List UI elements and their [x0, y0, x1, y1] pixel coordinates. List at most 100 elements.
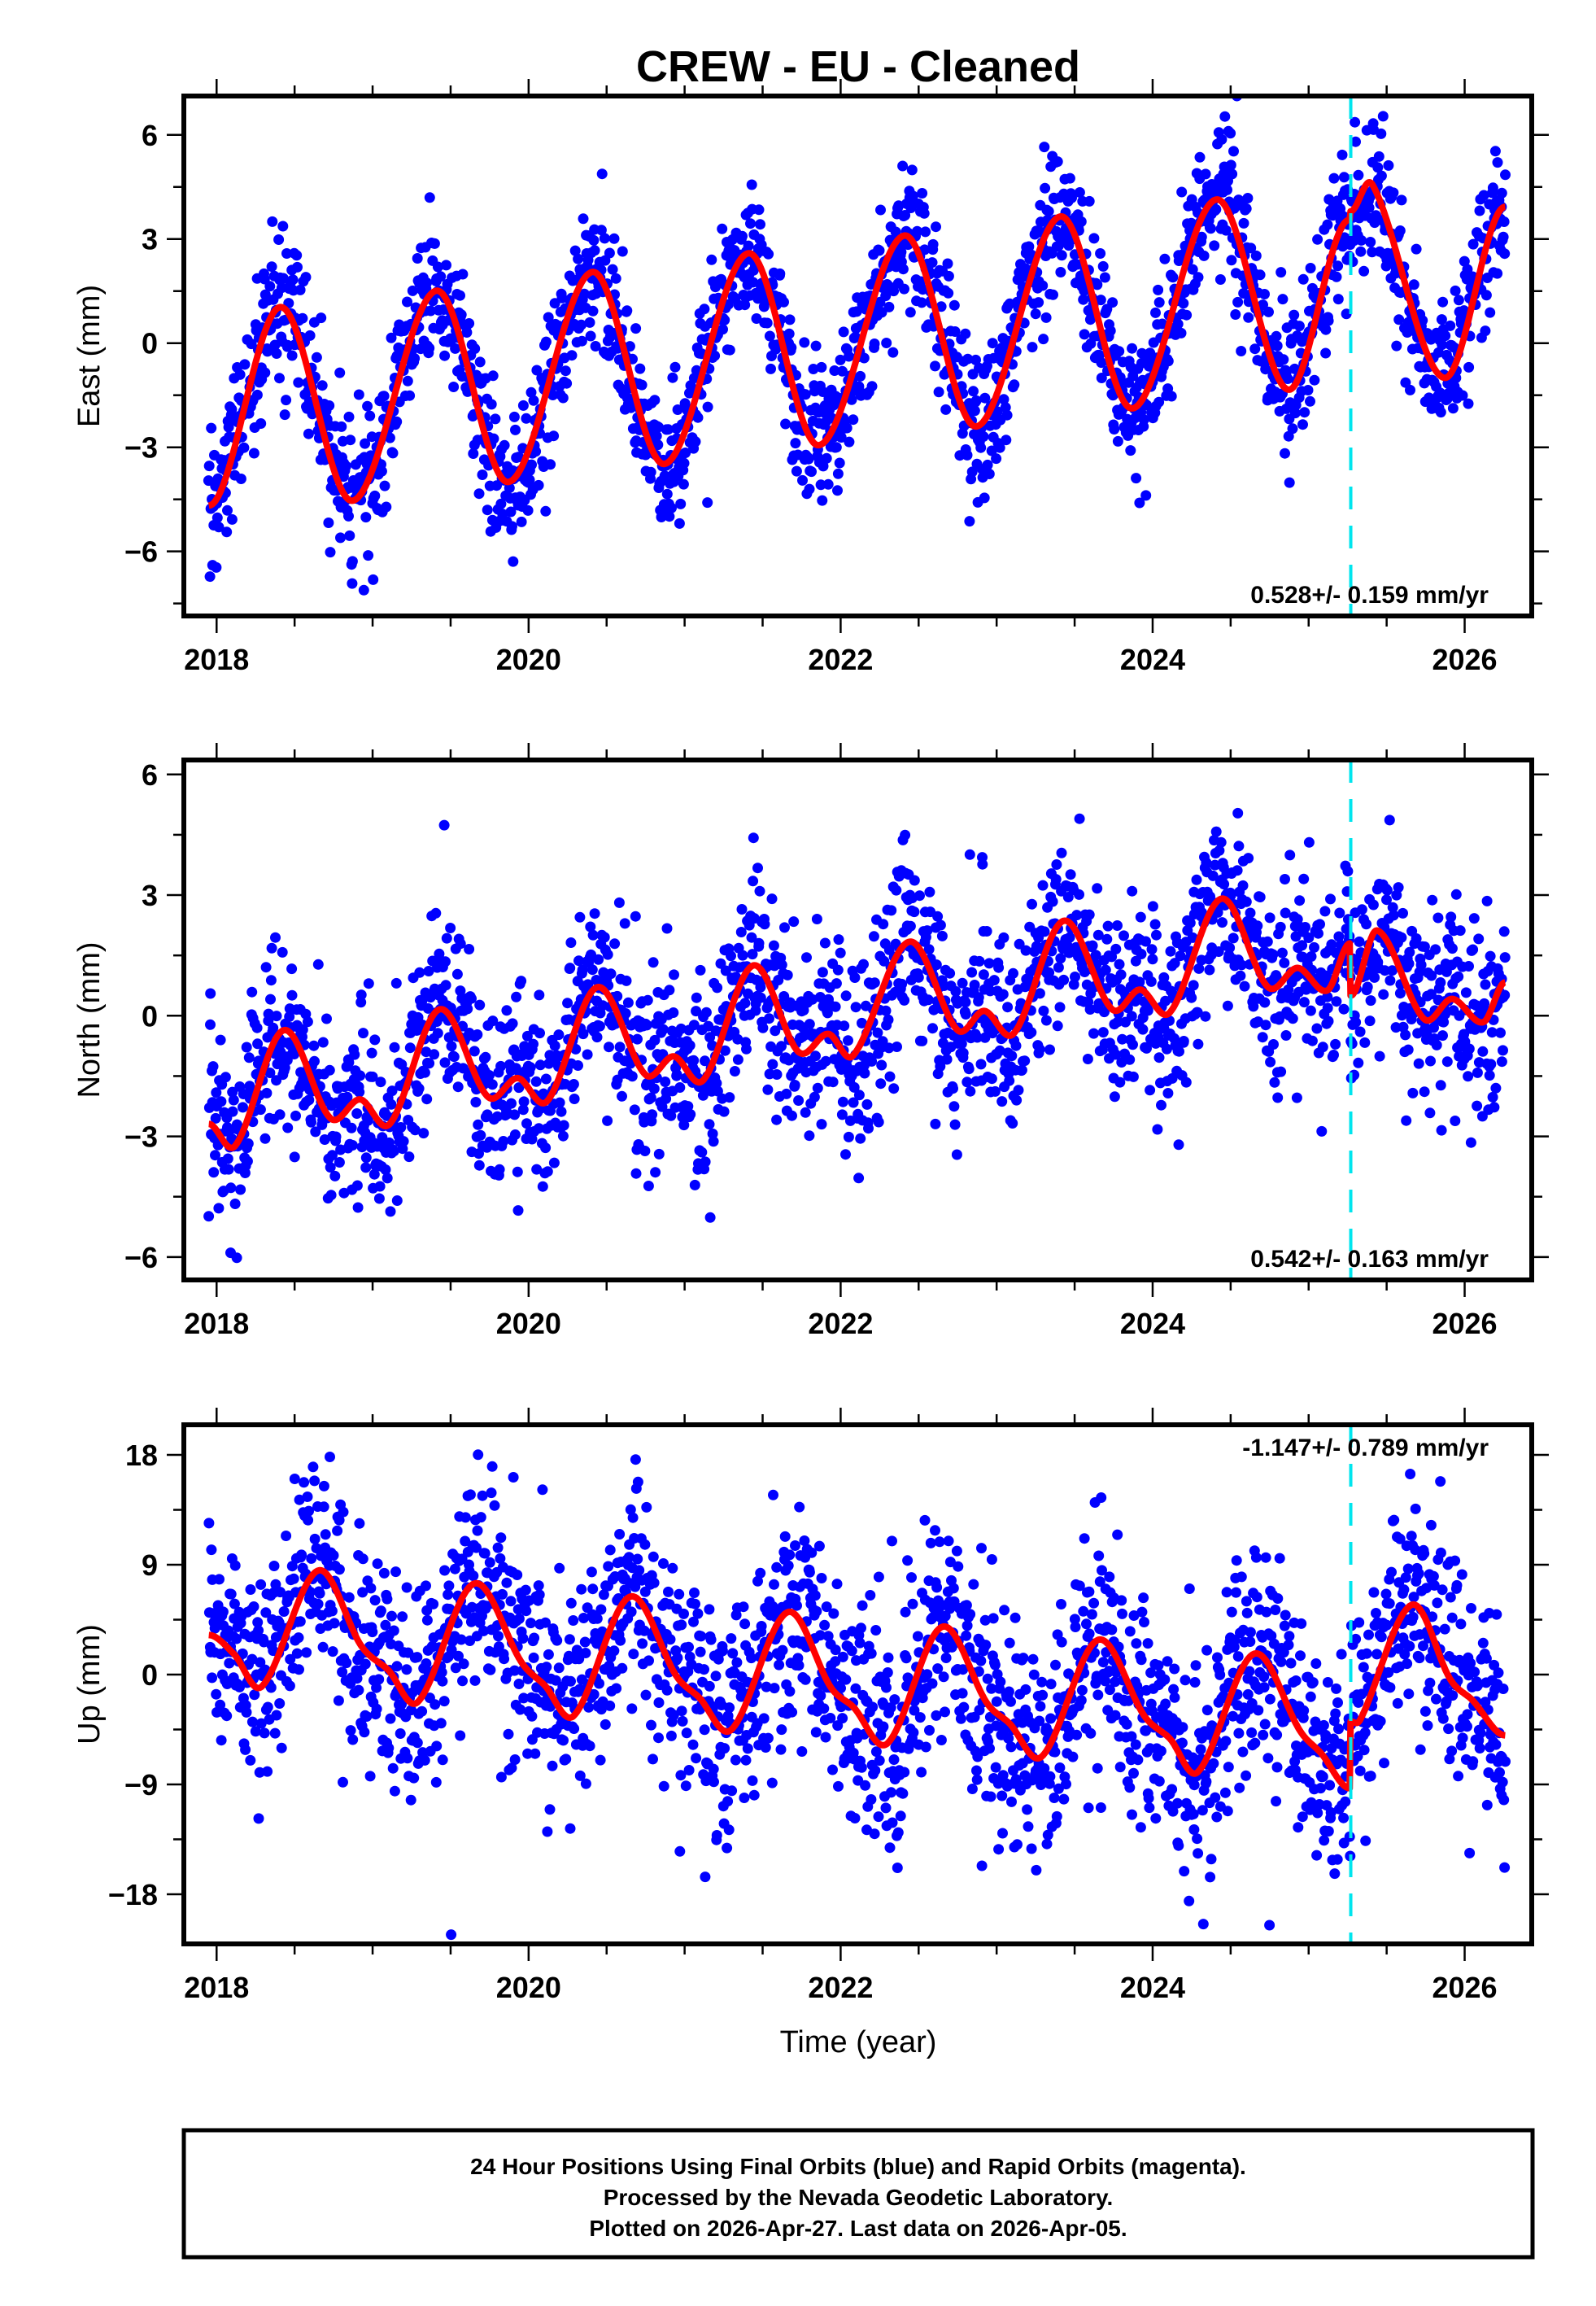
- north-data-point: [629, 1104, 640, 1116]
- east-y-axis-label: East (mm): [72, 285, 107, 427]
- north-data-point: [1367, 899, 1379, 911]
- north-data-point: [310, 1126, 321, 1138]
- north-data-point: [554, 1097, 565, 1108]
- east-data-point: [927, 238, 939, 250]
- north-data-point: [289, 1151, 300, 1163]
- up-data-point: [320, 1529, 331, 1540]
- up-data-point: [221, 1679, 233, 1689]
- east-data-point: [1498, 231, 1509, 242]
- north-data-point: [210, 1150, 220, 1161]
- north-data-point: [1306, 1035, 1318, 1046]
- east-data-point: [1480, 290, 1492, 301]
- east-data-point: [816, 361, 827, 373]
- up-data-point: [530, 1748, 541, 1759]
- east-data-point: [1393, 314, 1405, 325]
- east-data-point: [1463, 361, 1475, 373]
- north-data-point: [909, 906, 920, 918]
- east-data-point: [353, 389, 364, 400]
- east-data-point: [1039, 142, 1050, 153]
- north-data-point: [290, 1110, 301, 1121]
- east-data-point: [979, 392, 991, 404]
- east-x-tick-label: 2020: [496, 643, 561, 676]
- north-data-point: [960, 997, 971, 1008]
- north-data-point: [585, 921, 596, 932]
- north-data-point: [271, 1011, 282, 1022]
- north-data-point: [843, 1131, 854, 1142]
- north-data-point: [517, 1104, 529, 1116]
- east-data-point: [930, 360, 940, 372]
- east-data-point: [424, 343, 435, 354]
- east-data-point: [630, 323, 642, 334]
- east-data-point: [1289, 363, 1301, 374]
- up-data-point: [293, 1632, 304, 1644]
- north-data-point: [1425, 1055, 1436, 1067]
- north-data-point: [1110, 1049, 1122, 1060]
- east-data-point: [1157, 318, 1168, 330]
- east-data-point: [343, 411, 355, 422]
- north-data-point: [1134, 976, 1145, 988]
- up-data-point: [591, 1613, 603, 1624]
- up-data-point: [240, 1744, 251, 1755]
- north-data-point: [382, 1110, 393, 1121]
- east-data-point: [1322, 219, 1333, 230]
- north-data-point: [358, 1028, 368, 1039]
- north-data-point: [1065, 869, 1076, 880]
- east-y-tick-label: −6: [124, 535, 158, 569]
- east-data-point: [1462, 264, 1473, 275]
- north-data-point: [1050, 874, 1062, 885]
- north-data-point: [1062, 892, 1074, 902]
- up-data-point: [246, 1653, 258, 1665]
- north-data-point: [1305, 1005, 1316, 1016]
- east-data-point: [1242, 193, 1254, 203]
- north-data-point: [1087, 940, 1098, 951]
- up-data-point: [479, 1548, 491, 1559]
- north-data-point: [1117, 1033, 1128, 1045]
- east-data-point: [211, 561, 222, 573]
- north-data-point: [1074, 813, 1085, 824]
- east-data-point: [1263, 306, 1274, 317]
- east-data-point: [286, 350, 298, 361]
- east-data-point: [970, 395, 982, 406]
- north-data-point: [966, 967, 978, 978]
- north-data-point: [1222, 1000, 1233, 1011]
- north-data-point: [329, 1170, 341, 1181]
- east-data-point: [1411, 243, 1422, 255]
- east-data-point: [1341, 308, 1352, 320]
- north-data-point: [810, 1050, 821, 1062]
- east-data-point: [1293, 321, 1305, 332]
- up-data-point: [294, 1664, 304, 1675]
- east-data-point: [223, 421, 234, 433]
- east-data-point: [1079, 329, 1090, 340]
- north-rate-label: 0.542+/- 0.163 mm/yr: [1250, 1246, 1489, 1273]
- north-data-point: [737, 950, 748, 961]
- east-data-point: [1436, 314, 1447, 325]
- east-data-point: [709, 350, 721, 361]
- up-data-point: [443, 1580, 455, 1592]
- north-data-point: [375, 1077, 386, 1088]
- up-data-point: [401, 1664, 412, 1675]
- up-data-point: [584, 1740, 595, 1752]
- north-data-point: [355, 1070, 366, 1081]
- north-data-point: [776, 1041, 787, 1052]
- up-data-point: [380, 1619, 391, 1631]
- east-data-point: [273, 234, 285, 245]
- up-data-point: [386, 1610, 397, 1622]
- north-data-point: [776, 959, 787, 971]
- east-data-point: [774, 268, 786, 279]
- east-data-point: [1394, 225, 1406, 236]
- east-data-point: [1338, 172, 1350, 183]
- north-data-point: [1002, 1002, 1014, 1013]
- east-data-point: [1114, 346, 1125, 357]
- north-data-point: [421, 1094, 433, 1105]
- up-data-point: [595, 1754, 606, 1766]
- north-data-point: [936, 930, 948, 941]
- north-data-point: [1252, 920, 1263, 932]
- north-data-point: [1016, 1064, 1027, 1076]
- north-data-point: [830, 1001, 841, 1012]
- east-data-point: [1241, 203, 1252, 214]
- east-data-point: [287, 274, 299, 286]
- north-data-point: [325, 1162, 336, 1173]
- north-data-point: [1485, 1059, 1497, 1070]
- east-data-point: [1489, 146, 1501, 157]
- north-data-point: [282, 1122, 294, 1133]
